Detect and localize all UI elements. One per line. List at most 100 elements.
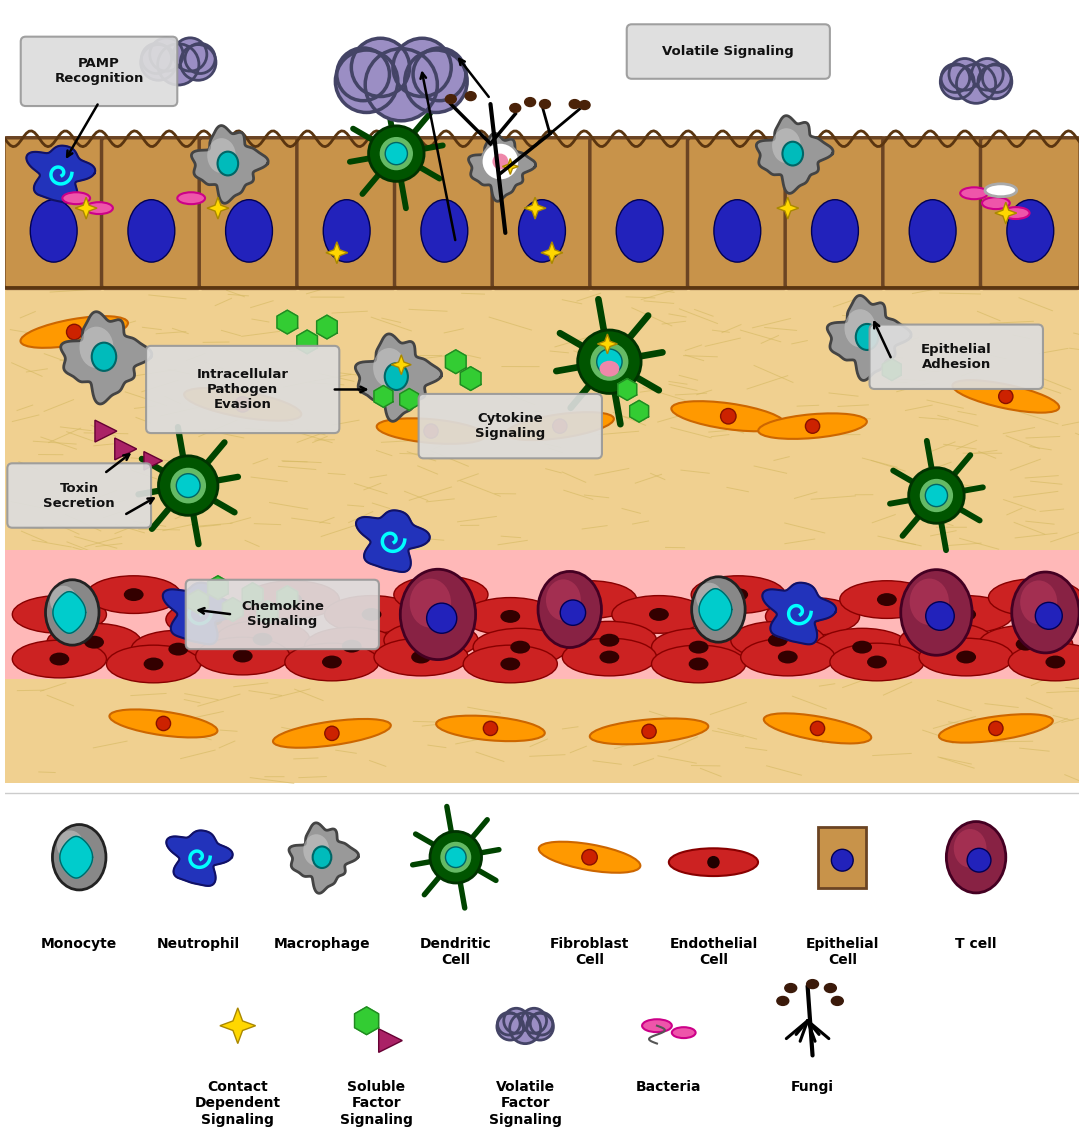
Circle shape — [141, 43, 171, 74]
Polygon shape — [356, 511, 429, 572]
Ellipse shape — [831, 996, 843, 1005]
Ellipse shape — [63, 192, 90, 205]
Ellipse shape — [323, 200, 370, 263]
Ellipse shape — [989, 579, 1083, 616]
Text: Volatile Signaling: Volatile Signaling — [662, 45, 795, 58]
FancyBboxPatch shape — [185, 580, 379, 649]
Ellipse shape — [131, 630, 225, 667]
Ellipse shape — [542, 581, 636, 619]
Circle shape — [141, 44, 177, 81]
Text: T cell: T cell — [955, 937, 997, 951]
Polygon shape — [278, 586, 298, 609]
Ellipse shape — [30, 200, 77, 263]
Polygon shape — [995, 202, 1017, 224]
Ellipse shape — [369, 126, 424, 182]
Ellipse shape — [920, 479, 953, 512]
Ellipse shape — [830, 644, 924, 681]
Circle shape — [521, 1009, 546, 1034]
Polygon shape — [317, 315, 337, 339]
Ellipse shape — [50, 586, 77, 615]
Ellipse shape — [852, 640, 872, 654]
Polygon shape — [354, 1007, 378, 1035]
Ellipse shape — [47, 623, 141, 661]
Ellipse shape — [384, 621, 478, 659]
Ellipse shape — [919, 638, 1014, 675]
Polygon shape — [391, 355, 411, 374]
Ellipse shape — [424, 424, 438, 438]
Ellipse shape — [825, 984, 837, 993]
Ellipse shape — [937, 634, 956, 648]
Ellipse shape — [688, 657, 709, 671]
Ellipse shape — [579, 100, 590, 109]
FancyBboxPatch shape — [102, 138, 202, 289]
Ellipse shape — [410, 579, 451, 628]
Ellipse shape — [431, 588, 451, 601]
Ellipse shape — [79, 326, 114, 368]
Polygon shape — [446, 350, 466, 374]
Text: Chemokine
Signaling: Chemokine Signaling — [241, 600, 324, 629]
Circle shape — [498, 1012, 520, 1035]
Bar — [4, 139, 1080, 783]
Ellipse shape — [926, 601, 954, 630]
Bar — [4, 550, 1080, 679]
Polygon shape — [243, 583, 263, 606]
Ellipse shape — [778, 650, 798, 664]
Polygon shape — [75, 197, 98, 219]
Ellipse shape — [218, 151, 238, 175]
Ellipse shape — [989, 721, 1003, 736]
Ellipse shape — [596, 349, 622, 374]
Ellipse shape — [546, 580, 581, 621]
Ellipse shape — [908, 467, 964, 523]
Ellipse shape — [967, 848, 991, 872]
Ellipse shape — [85, 636, 104, 648]
Ellipse shape — [672, 1027, 696, 1038]
Ellipse shape — [563, 638, 657, 675]
Ellipse shape — [143, 657, 164, 671]
Circle shape — [185, 43, 215, 74]
Ellipse shape — [651, 645, 746, 683]
Circle shape — [413, 48, 466, 101]
Circle shape — [496, 1013, 524, 1040]
Ellipse shape — [87, 575, 181, 614]
Ellipse shape — [373, 348, 405, 388]
Ellipse shape — [92, 342, 116, 371]
Text: Fungi: Fungi — [791, 1080, 834, 1094]
FancyBboxPatch shape — [146, 346, 339, 433]
Text: Neutrophil: Neutrophil — [156, 937, 240, 951]
Ellipse shape — [56, 830, 83, 861]
Ellipse shape — [465, 92, 476, 100]
Circle shape — [173, 38, 207, 72]
Circle shape — [180, 44, 216, 81]
Ellipse shape — [463, 598, 557, 636]
Ellipse shape — [649, 608, 669, 621]
Ellipse shape — [1002, 207, 1030, 219]
Ellipse shape — [430, 831, 481, 883]
FancyBboxPatch shape — [418, 393, 602, 458]
Ellipse shape — [688, 640, 709, 654]
Ellipse shape — [692, 575, 785, 614]
Circle shape — [509, 1013, 541, 1044]
Ellipse shape — [506, 412, 614, 440]
FancyBboxPatch shape — [4, 138, 103, 289]
Polygon shape — [163, 582, 236, 645]
Polygon shape — [757, 116, 833, 193]
Ellipse shape — [50, 653, 69, 665]
Polygon shape — [468, 133, 535, 201]
Polygon shape — [166, 830, 233, 886]
Polygon shape — [630, 400, 648, 422]
Circle shape — [527, 1013, 554, 1040]
Ellipse shape — [362, 608, 382, 621]
Ellipse shape — [66, 324, 82, 340]
Ellipse shape — [385, 363, 408, 390]
Ellipse shape — [253, 633, 272, 646]
Polygon shape — [220, 1007, 256, 1044]
Ellipse shape — [707, 856, 720, 869]
Polygon shape — [207, 197, 229, 219]
Ellipse shape — [877, 594, 896, 606]
Ellipse shape — [900, 622, 993, 659]
Ellipse shape — [1007, 200, 1054, 263]
Ellipse shape — [582, 849, 597, 865]
Circle shape — [157, 44, 198, 85]
FancyBboxPatch shape — [882, 138, 982, 289]
Ellipse shape — [785, 984, 797, 993]
